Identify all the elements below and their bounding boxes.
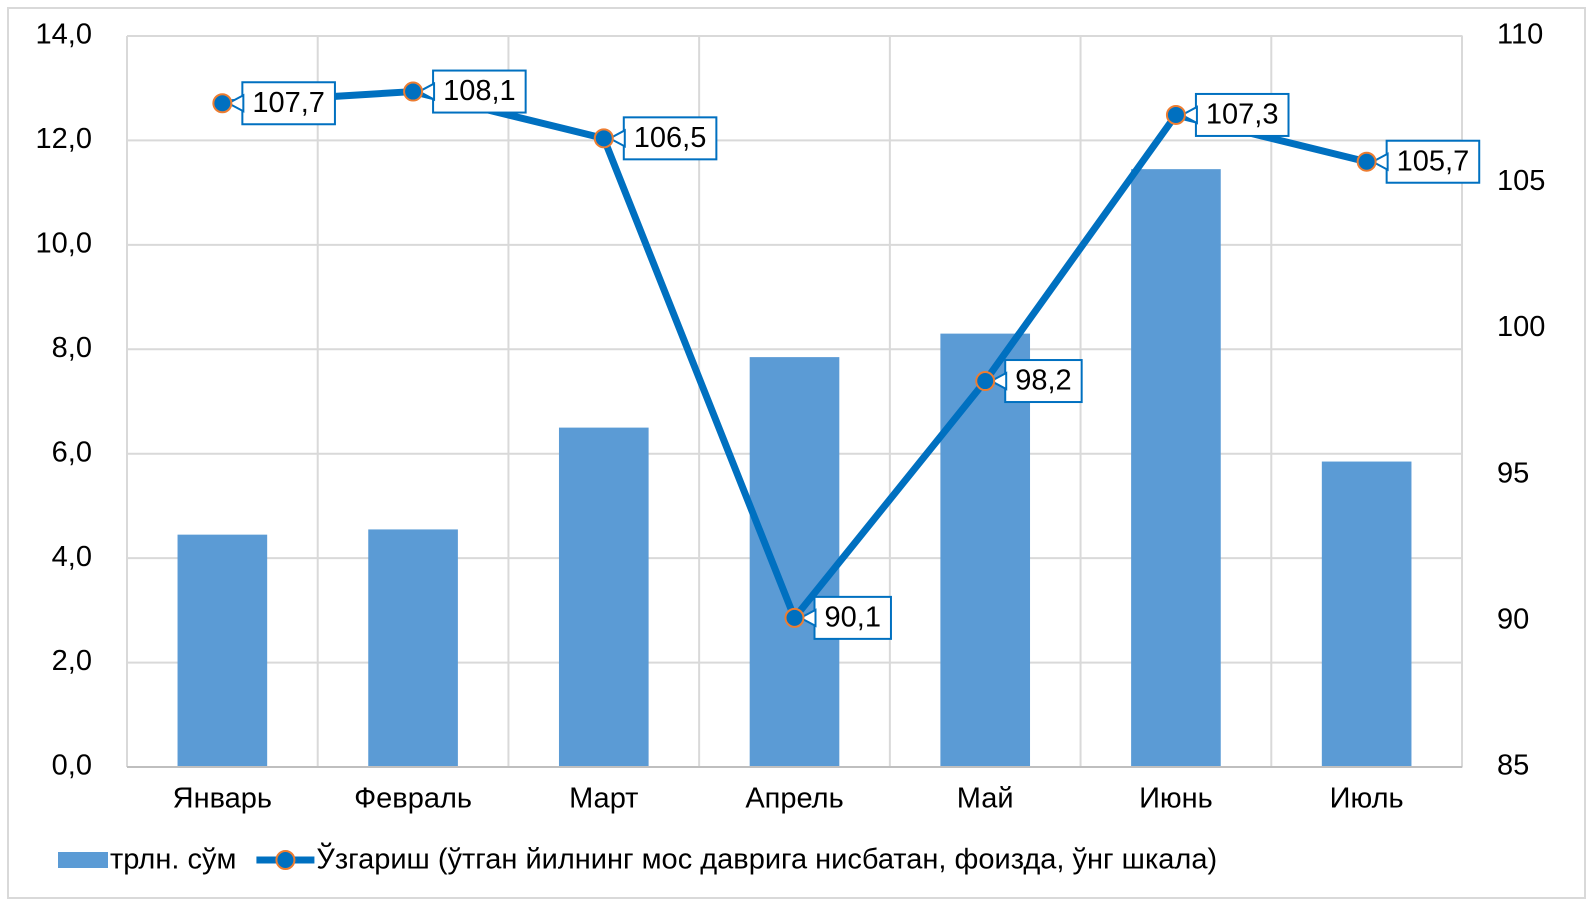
data-label-text: 90,1 [825, 602, 881, 634]
bar [940, 333, 1031, 767]
x-tick-label: Июль [1330, 783, 1404, 815]
data-label: 98,2 [989, 359, 1083, 404]
y-tick-label: 14,0 [36, 19, 92, 51]
legend-label: трлн. сўм [110, 844, 236, 876]
legend-marker [275, 850, 296, 870]
y2-tick-label: 95 [1497, 457, 1529, 489]
x-tick-label: Март [569, 783, 638, 815]
y2-tick-label: 110 [1497, 19, 1543, 51]
data-label-box [813, 595, 892, 640]
data-label-text: 107,3 [1206, 99, 1279, 131]
x-tick-label: Апрель [745, 783, 843, 815]
legend-swatch [58, 852, 108, 868]
bar [1131, 169, 1221, 767]
marker [975, 371, 996, 392]
data-label: 90,1 [798, 595, 892, 640]
data-label-box [1004, 359, 1083, 404]
bar [1321, 461, 1412, 767]
marker [593, 128, 614, 149]
bar [368, 529, 458, 767]
data-label-box [622, 116, 718, 161]
bar [558, 427, 649, 767]
data-label: 108,1 [416, 69, 527, 114]
x-tick-label: Февраль [354, 783, 472, 815]
data-label: 106,5 [607, 116, 718, 161]
data-label-pointer [607, 128, 626, 149]
y-tick-label: 12,0 [36, 123, 92, 155]
data-label-text: 107,7 [252, 87, 325, 119]
legend-label: Ўзгариш (ўтган йилнинг мос даврига нисба… [316, 842, 1217, 876]
marker [784, 607, 805, 628]
data-label-text: 106,5 [634, 122, 707, 154]
data-label-pointer [226, 93, 245, 113]
y-tick-label: 6,0 [52, 436, 92, 468]
x-tick-label: Январь [173, 783, 272, 815]
data-label-pointer [1370, 152, 1389, 172]
marker [212, 93, 233, 114]
marker [1356, 151, 1377, 172]
y-tick-label: 10,0 [36, 228, 92, 260]
data-label-text: 98,2 [1015, 365, 1071, 397]
y2-tick-label: 90 [1497, 603, 1529, 635]
data-label-pointer [1179, 105, 1198, 125]
data-label-pointer [416, 81, 436, 102]
marker [403, 81, 424, 102]
bar [749, 357, 840, 767]
data-label-pointer [989, 371, 1008, 391]
data-label-text: 105,7 [1397, 145, 1470, 177]
y-tick-label: 2,0 [52, 645, 92, 677]
data-label-pointer [798, 608, 817, 628]
x-tick-label: Июнь [1139, 783, 1213, 815]
data-label: 107,7 [226, 81, 336, 126]
data-label-box [1385, 139, 1481, 184]
y2-tick-label: 85 [1497, 750, 1529, 782]
data-label: 107,3 [1179, 92, 1290, 137]
data-label: 105,7 [1370, 139, 1481, 184]
y-tick-label: 8,0 [52, 332, 92, 364]
data-label-box [1194, 92, 1290, 137]
y2-tick-label: 105 [1497, 165, 1545, 197]
bar [177, 534, 268, 767]
y2-tick-label: 100 [1497, 311, 1545, 343]
data-label-box [432, 69, 527, 114]
y-tick-label: 4,0 [52, 541, 92, 573]
marker [1165, 104, 1186, 125]
data-label-text: 108,1 [443, 75, 516, 107]
x-tick-label: Май [957, 783, 1014, 815]
y-tick-label: 0,0 [52, 750, 92, 782]
